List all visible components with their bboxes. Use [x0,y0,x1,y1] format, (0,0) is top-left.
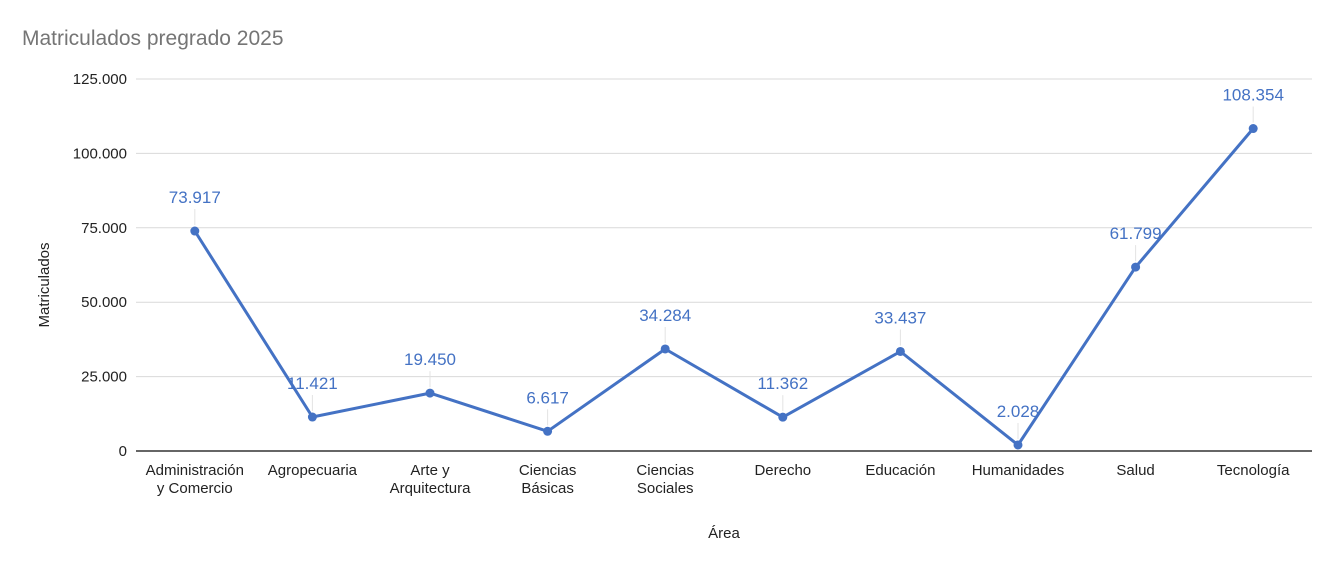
data-label: 11.362 [757,374,808,393]
x-tick-label: Ciencias Sociales [636,462,694,497]
x-tick-label: Tecnología [1217,462,1290,479]
x-tick-label: Humanidades [972,462,1065,479]
data-points [190,124,1258,450]
series-line [193,127,1255,447]
x-tick-label: Educación [865,462,935,479]
data-label: 11.421 [287,374,338,393]
data-point [778,412,788,422]
data-label: 73.917 [169,188,221,207]
data-label-leaders [194,106,1254,439]
x-axis-ticks: Administración y Comercio Agropecuaria Arte… [146,462,1291,497]
y-tick-label: 0 [119,443,127,460]
data-point [543,426,553,436]
x-tick-label: Agropecuaria [268,462,358,479]
data-point [895,346,905,356]
x-tick-label: Salud [1116,462,1154,479]
data-point [1248,124,1258,134]
data-point [660,344,670,354]
data-point [1131,262,1141,272]
y-tick-label: 125.000 [73,71,127,88]
y-axis-title: Matriculados [36,242,53,327]
data-label: 19.450 [404,350,456,369]
data-label: 61.799 [1110,224,1162,243]
data-label: 6.617 [526,388,569,407]
x-tick-label: Derecho [754,462,811,479]
gridlines [136,78,1312,378]
x-tick-label: Administración y Comercio [146,462,244,497]
x-axis-title: Área [708,525,740,542]
data-point [307,412,317,422]
data-label: 33.437 [874,308,926,327]
y-tick-label: 75.000 [81,220,127,237]
y-tick-label: 25.000 [81,369,127,386]
x-tick-label: Ciencias Básicas [519,462,577,497]
data-point [425,388,435,398]
data-label: 34.284 [639,306,691,325]
data-point [1013,440,1023,450]
data-label: 108.354 [1222,86,1283,105]
x-tick-label: Arte y Arquitectura [390,462,472,497]
data-point [190,226,200,236]
data-labels: 73.917 11.421 19.450 6.617 34.284 11.362 33.43… [169,86,1284,421]
y-tick-label: 50.000 [81,294,127,311]
y-tick-label: 100.000 [73,145,127,162]
chart-title: Matriculados pregrado 2025 [22,27,284,50]
data-label: 2.028 [997,402,1040,421]
y-axis-ticks: 0 25.000 50.000 75.000 100.000 125.000 [73,71,127,460]
